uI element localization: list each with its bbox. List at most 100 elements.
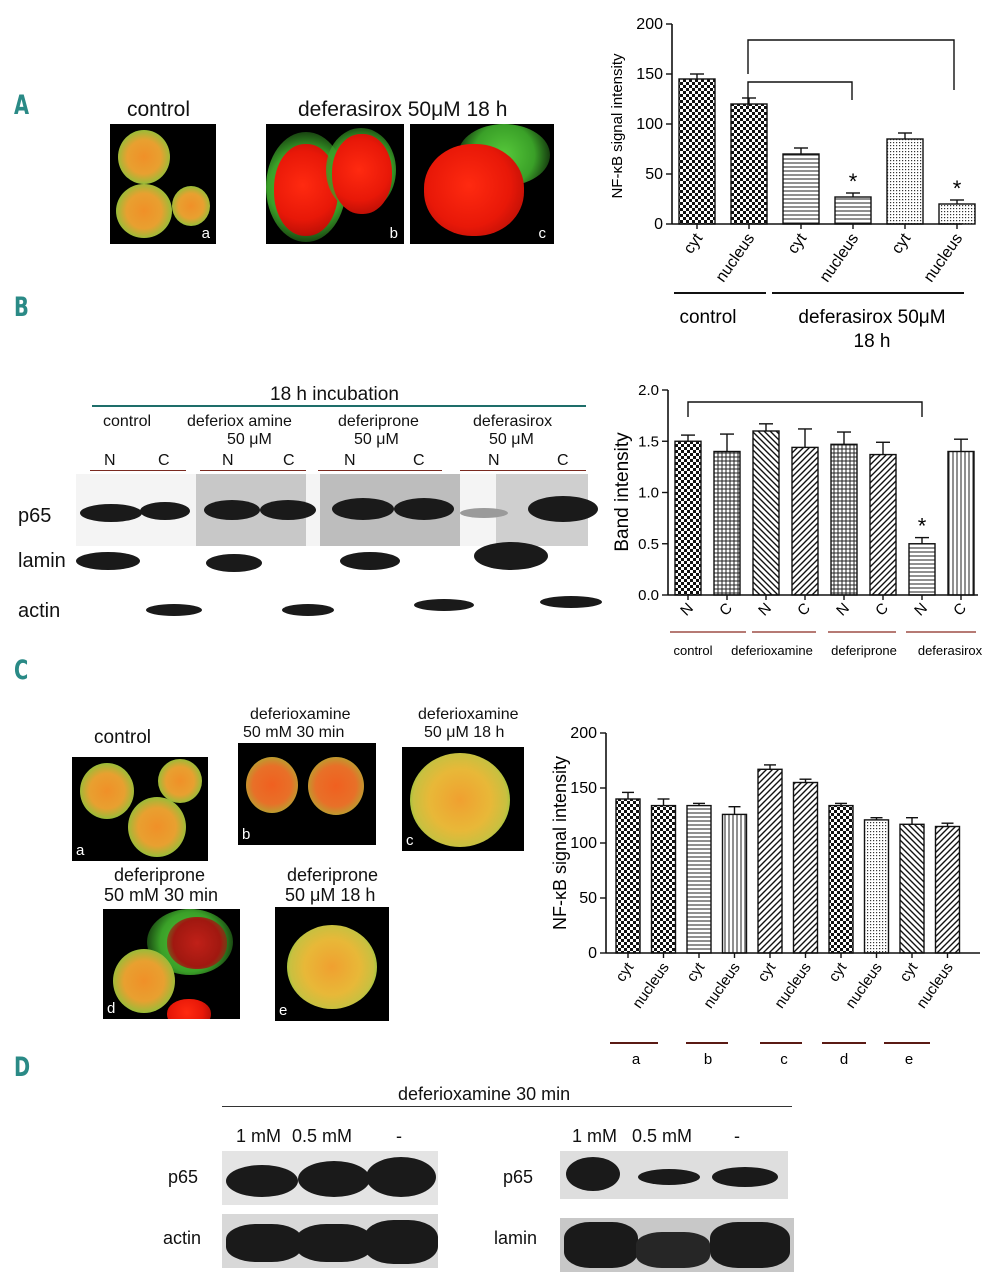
chart-b-bracket: [687, 401, 923, 417]
b-lane-0: N: [104, 452, 116, 469]
micrograph-a-c: c: [410, 124, 554, 244]
d-left-row-p65: p65: [168, 1167, 199, 1187]
panel-label-a: A: [14, 90, 30, 121]
ytick-label: 200: [636, 16, 663, 33]
d-right-row-lamin: lamin: [494, 1228, 538, 1248]
panel-label-d: D: [14, 1052, 31, 1083]
d-left-row-actin: actin: [163, 1228, 202, 1248]
xtick-label: nucleus: [913, 960, 957, 1012]
d-left-blot-p65: [222, 1151, 438, 1205]
chart-a-bracket-1: [747, 81, 853, 108]
b-blot-p65: [76, 474, 598, 546]
xtick-label: cyt: [754, 959, 779, 985]
c-letter-b: b: [242, 826, 251, 843]
b-header: 18 h incubation: [270, 384, 399, 405]
xtick-label: cyt: [681, 230, 707, 257]
chart-c-ylabel: NF-κB signal intensity: [550, 756, 570, 930]
ytick-label: 100: [570, 835, 597, 852]
bar: [650, 804, 677, 954]
chart-a-bracket-2: [747, 39, 955, 90]
d-right-row-p65: p65: [503, 1167, 534, 1187]
chart-a-group-treat-1: deferasirox 50μM: [798, 307, 945, 328]
bar: [908, 543, 936, 596]
b-group-2-l2: 50 μM: [354, 431, 399, 448]
b-group-1-l2: 50 μM: [227, 431, 272, 448]
b-lane-5: C: [413, 452, 425, 469]
chart-a-group-control: control: [679, 307, 736, 328]
d-left-lane-2: -: [396, 1126, 402, 1146]
bar: [947, 450, 975, 596]
panel-label-b: B: [14, 292, 29, 323]
xtick-label: cyt: [825, 959, 850, 985]
significance-marker: *: [849, 169, 858, 194]
letter-a: a: [201, 225, 210, 242]
letter-c: c: [538, 225, 547, 242]
d-right-lane-2: -: [734, 1126, 740, 1146]
ytick-label: 0.5: [638, 536, 659, 553]
c-title-e-1: deferiprone: [287, 865, 379, 885]
d-right-lane-0: 1 mM: [572, 1126, 617, 1146]
micrograph-c-b: b: [238, 743, 376, 845]
significance-marker: *: [953, 176, 962, 201]
xtick-label: C: [716, 600, 736, 620]
micrograph-a-a: a: [110, 124, 216, 244]
ytick-label: 200: [570, 725, 597, 742]
xtick-label: C: [794, 600, 814, 620]
xtick-label: nucleus: [842, 960, 886, 1012]
c-title-c-2: 50 μM 18 h: [424, 724, 505, 741]
bar: [615, 798, 641, 954]
significance-marker: *: [918, 514, 927, 539]
xtick-label: N: [833, 600, 853, 620]
bar: [869, 453, 897, 596]
bar: [686, 804, 712, 954]
b-group-3-l1: deferasirox: [473, 413, 553, 430]
ytick-label: 0.0: [638, 587, 659, 604]
c-title-a: control: [94, 727, 152, 748]
xtick-label: nucleus: [713, 231, 759, 286]
d-right-blot-p65: [560, 1151, 788, 1199]
d-left-lane-1: 0.5 mM: [292, 1126, 353, 1146]
bar: [863, 819, 890, 954]
xtick-label: nucleus: [817, 231, 863, 286]
b-row-p65: p65: [18, 505, 52, 527]
d-header: deferioxamine 30 min: [398, 1084, 571, 1104]
bar: [757, 768, 783, 954]
ytick-label: 0: [654, 216, 663, 233]
xtick-label: C: [950, 600, 970, 620]
c-title-d-2: 50 mM 30 min: [104, 885, 219, 905]
c-letter-a: a: [76, 842, 85, 859]
c-letter-d: d: [107, 1000, 116, 1017]
chart-a: 0 50 100 150 200 NF-κB signal intensity * * c…: [609, 16, 976, 352]
bar: [830, 443, 858, 596]
b-lane-1: C: [158, 452, 170, 469]
a-treat-title: deferasirox 50μM 18 h: [298, 98, 508, 121]
b-blot-lamin: [76, 542, 588, 582]
b-group-3-l2: 50 μM: [489, 431, 534, 448]
bar: [791, 446, 819, 596]
bar: [678, 78, 716, 225]
d-left-lane-0: 1 mM: [236, 1126, 281, 1146]
b-row-lamin: lamin: [18, 550, 66, 572]
xtick-label: N: [755, 600, 775, 620]
panel-label-c: C: [14, 655, 29, 686]
bar: [782, 153, 820, 225]
b-lane-6: N: [488, 452, 500, 469]
c-title-b-1: deferioxamine: [250, 706, 351, 723]
chart-c-group-a: a: [632, 1051, 641, 1068]
b-row-actin: actin: [18, 600, 61, 622]
xtick-label: C: [872, 600, 892, 620]
letter-b: b: [389, 225, 398, 242]
chart-b-group-2: deferiprone: [831, 643, 897, 658]
micrograph-c-c: c: [402, 747, 524, 851]
bar: [886, 138, 924, 225]
ytick-label: 50: [579, 890, 597, 907]
xtick-label: cyt: [683, 959, 708, 985]
xtick-label: cyt: [889, 230, 915, 257]
xtick-label: nucleus: [700, 960, 744, 1012]
chart-c-group-c: c: [780, 1051, 788, 1068]
xtick-label: nucleus: [629, 960, 673, 1012]
bar: [834, 196, 872, 225]
b-group-2-l1: deferiprone: [338, 413, 419, 430]
ytick-label: 50: [645, 166, 663, 183]
bar: [899, 823, 925, 954]
